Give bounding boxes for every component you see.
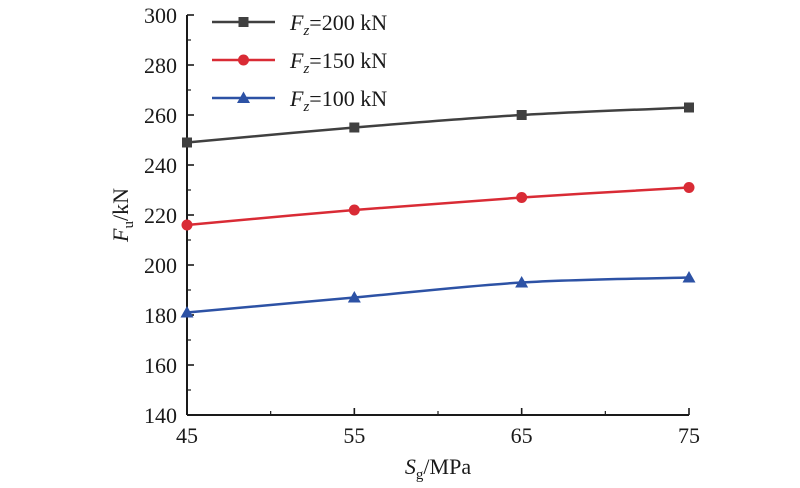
data-point-square <box>684 102 694 113</box>
y-tick-label: 240 <box>144 153 177 178</box>
legend-label: Fz=150 kN <box>289 48 387 77</box>
legend-label: Fz=100 kN <box>289 86 387 115</box>
legend-label: Fz=200 kN <box>289 10 387 39</box>
data-point-square <box>349 122 360 133</box>
axes: 140 160 180 200 220 240 260 280 300 45 55 65 75 <box>144 3 700 448</box>
legend-marker-square <box>238 17 249 27</box>
legend-marker-circle <box>238 54 249 66</box>
y-axis-title: Fu/kN <box>108 188 137 243</box>
x-tick-label: 55 <box>343 423 365 448</box>
y-tick-label: 180 <box>144 303 177 328</box>
data-point-square <box>182 137 192 148</box>
data-point-triangle <box>180 306 194 318</box>
data-point-square <box>516 110 527 120</box>
x-tick-label: 65 <box>511 423 533 448</box>
data-point-circle <box>348 204 360 216</box>
data-point-triangle <box>515 276 529 288</box>
legend-marker-triangle <box>237 91 250 103</box>
x-tick-label: 45 <box>176 423 198 448</box>
series-line <box>186 276 690 314</box>
y-tick-label: 160 <box>144 353 177 378</box>
x-axis-title: Sg/MPa <box>405 454 471 483</box>
y-tick-label: 220 <box>144 203 177 228</box>
x-tick-label: 75 <box>678 423 700 448</box>
y-tick-label: 260 <box>144 103 177 128</box>
series-line <box>186 186 690 227</box>
series-layer <box>180 102 696 318</box>
data-point-triangle <box>347 291 361 303</box>
legend-entry: Fz=150 kN <box>212 48 387 77</box>
series-2 <box>181 182 695 231</box>
y-tick-label: 200 <box>144 253 177 278</box>
y-tick-label: 280 <box>144 53 177 78</box>
legend: Fz=200 kN Fz=150 kN Fz=100 kN <box>212 10 387 115</box>
data-point-circle <box>181 219 193 231</box>
axis-labels: Sg/MPa Fu/kN <box>108 188 471 483</box>
y-tick-label: 300 <box>144 3 177 28</box>
data-point-triangle <box>682 271 696 283</box>
series-3 <box>180 271 696 318</box>
y-tick-label: 140 <box>144 403 177 428</box>
data-point-circle <box>683 182 695 193</box>
series-line <box>186 106 690 144</box>
series-1 <box>182 102 694 148</box>
legend-entry: Fz=100 kN <box>212 86 387 115</box>
legend-entry: Fz=200 kN <box>212 10 387 39</box>
data-point-circle <box>516 192 528 203</box>
